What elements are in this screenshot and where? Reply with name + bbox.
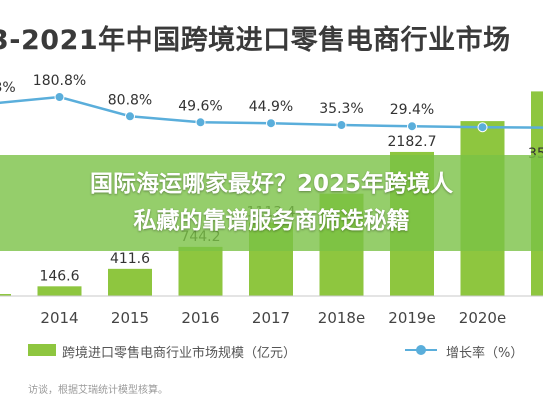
x-tick-label-2015: 2015 bbox=[111, 309, 149, 327]
growth-point-2015 bbox=[125, 111, 135, 122]
growth-point-2019e bbox=[407, 121, 417, 132]
bar-2016 bbox=[178, 246, 223, 296]
growth-point-2014 bbox=[54, 92, 65, 102]
bar-value-label-2015: 411.6 bbox=[110, 251, 150, 267]
growth-point-2020e bbox=[477, 122, 488, 133]
growth-value-label-2019e: 29.4% bbox=[390, 102, 434, 118]
overlay-headline-line1: 国际海运哪家最好？2025年跨境人 bbox=[89, 171, 453, 197]
bar-value-label-2014: 146.6 bbox=[39, 268, 79, 284]
source-footnote: 访谈，根据艾瑞统计模型核算。 bbox=[28, 385, 168, 396]
bar-2015 bbox=[108, 268, 152, 296]
growth-value-label-2017: 44.9% bbox=[249, 99, 293, 115]
overlay-headline-line2: 私藏的靠谱服务商筛选秘籍 bbox=[133, 208, 410, 234]
legend-bar-swatch bbox=[28, 344, 56, 356]
growth-value-label-2018e: 35.3% bbox=[319, 101, 363, 117]
x-tick-label-2017: 2017 bbox=[252, 309, 290, 327]
growth-line-layer: 145.3% 180.8% 80.8% 49.6% 44.9% 35.3% 29.4% bbox=[0, 73, 543, 133]
x-tick-label-2020e: 2020e bbox=[459, 309, 506, 327]
growth-value-label-2015: 80.8% bbox=[108, 92, 152, 108]
overlay-banner bbox=[0, 155, 543, 251]
growth-value-label-2016: 49.6% bbox=[178, 98, 222, 114]
x-tick-label-2019e: 2019e bbox=[388, 309, 435, 327]
chart-title: 3-2021年中国跨境进口零售电商行业市场 bbox=[0, 25, 511, 56]
x-tick-label-2014: 2014 bbox=[40, 309, 78, 327]
x-axis: 320142015201620172018e2019e2020e2 bbox=[0, 295, 543, 327]
growth-value-label-2014: 180.8% bbox=[33, 73, 86, 89]
legend-line-label: 增长率（%） bbox=[446, 346, 524, 361]
legend-bar-label: 跨境进口零售电商行业市场规模（亿元） bbox=[62, 346, 297, 361]
growth-point-2017 bbox=[266, 118, 276, 129]
growth-point-2016 bbox=[195, 117, 206, 128]
growth-point-2018e bbox=[336, 120, 347, 131]
x-tick-label-2016: 2016 bbox=[181, 309, 219, 327]
overlay-headline[interactable]: 国际海运哪家最好？2025年跨境人 私藏的靠谱服务商筛选秘籍 bbox=[0, 166, 543, 240]
legend: 跨境进口零售电商行业市场规模（亿元） 增长率（%） bbox=[0, 338, 543, 364]
bar-3 bbox=[0, 294, 11, 296]
x-tick-label-2018e: 2018e bbox=[318, 309, 365, 327]
legend-line-dot bbox=[416, 345, 426, 355]
bar-value-label-2019e: 2182.7 bbox=[388, 134, 437, 150]
bar-2014 bbox=[37, 286, 82, 296]
growth-value-label-3: 145.3% bbox=[0, 80, 16, 96]
